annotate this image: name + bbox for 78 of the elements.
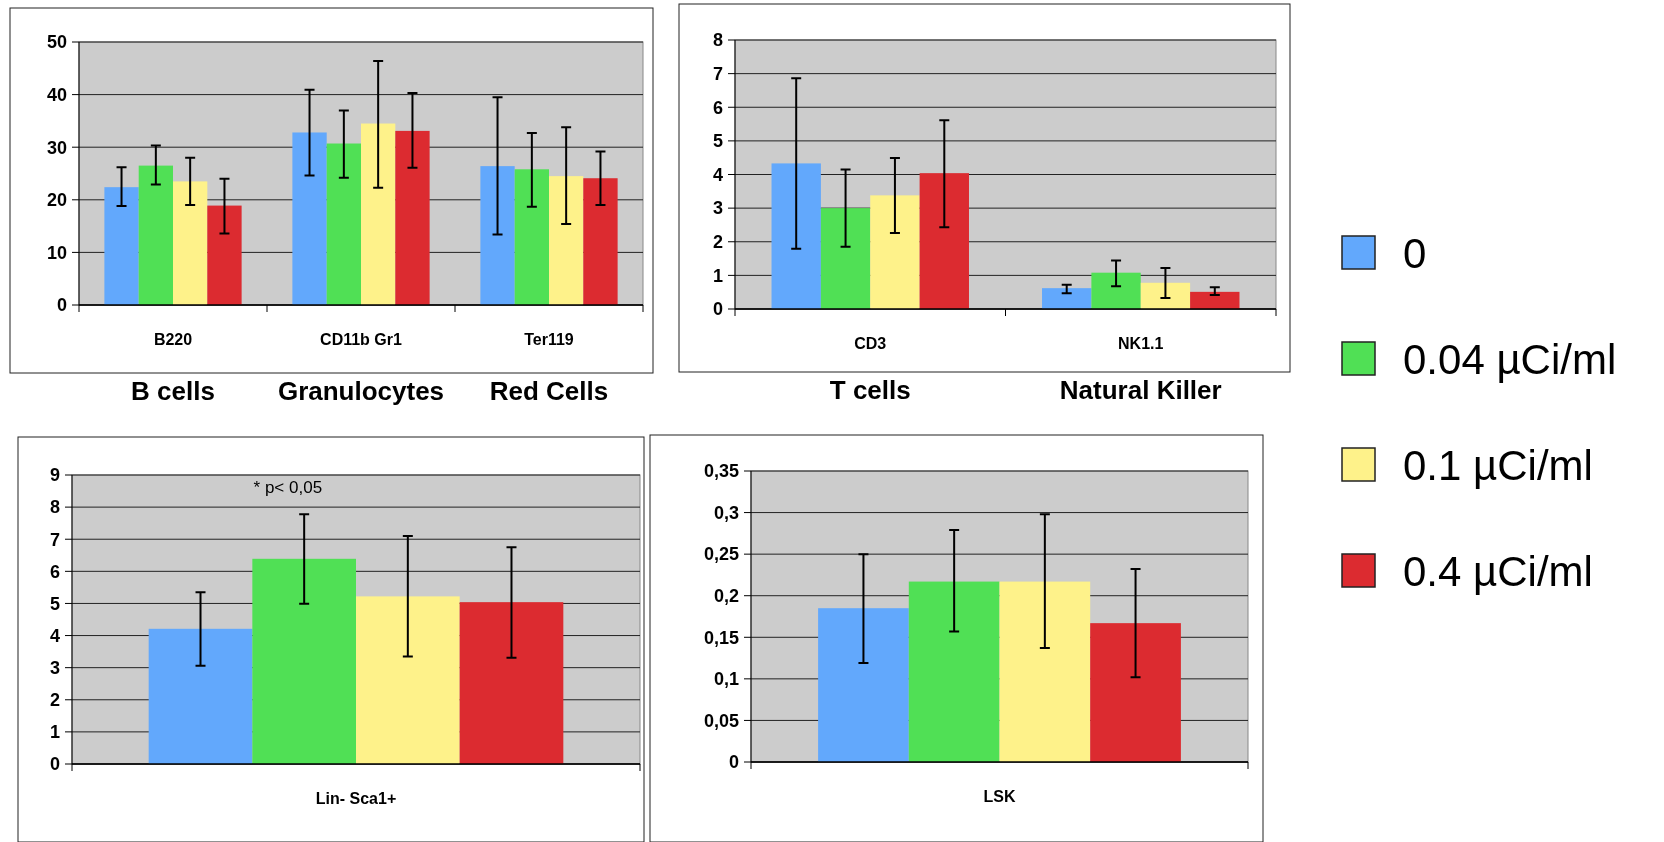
bar: [1042, 288, 1092, 309]
y-tick-label: 1: [49, 722, 60, 743]
bar: [1090, 623, 1181, 762]
bar: [459, 602, 564, 764]
y-tick-label: 0: [712, 299, 723, 320]
y-tick-label: 0,35: [703, 461, 739, 482]
legend-label: 0.04 µCi/ml: [1403, 336, 1617, 384]
y-tick-label: 40: [46, 84, 67, 105]
bar: [480, 166, 515, 305]
x-tick-label: Lin- Sca1+: [315, 790, 397, 807]
y-tick-label: 0,1: [713, 669, 739, 690]
bar: [326, 143, 361, 305]
x-tick-label: LSK: [983, 788, 1016, 805]
bar: [1091, 272, 1141, 309]
bar: [356, 596, 460, 764]
text: B cells: [131, 376, 215, 407]
y-tick-label: 6: [49, 561, 60, 582]
text: Natural Killer: [1059, 375, 1222, 406]
bar: [173, 181, 208, 305]
text: Granulocytes: [277, 376, 445, 407]
bar: [771, 163, 821, 309]
x-tick-label: NK1.1: [1118, 335, 1164, 352]
x-tick-label: CD11b Gr1: [320, 331, 403, 348]
text: T cells: [829, 375, 911, 406]
y-tick-label: 3: [712, 198, 723, 219]
bar: [908, 581, 1000, 762]
bar: [395, 130, 430, 305]
y-tick-label: 9: [49, 465, 60, 486]
y-tick-label: 5: [712, 131, 723, 152]
y-tick-label: 0: [56, 295, 67, 316]
y-tick-label: 30: [46, 137, 67, 158]
y-tick-label: 4: [49, 625, 60, 646]
bar: [1140, 282, 1191, 309]
legend-label: 0: [1403, 230, 1427, 278]
y-tick-label: 4: [712, 164, 723, 185]
y-tick-label: 0,15: [703, 627, 739, 648]
x-tick-label: B220: [153, 331, 193, 348]
y-tick-label: 8: [712, 30, 723, 51]
y-tick-label: 7: [712, 63, 723, 84]
y-tick-label: 0,05: [703, 710, 739, 731]
y-tick-label: 50: [46, 32, 67, 53]
bar: [138, 165, 173, 305]
bar: [292, 132, 327, 305]
text: Red Cells: [489, 376, 609, 407]
bar: [104, 187, 139, 305]
annotation: * p< 0,05: [253, 477, 323, 497]
y-tick-label: 0: [728, 752, 739, 773]
bar: [207, 205, 242, 305]
bar: [514, 169, 549, 305]
bar: [818, 608, 909, 762]
y-tick-label: 5: [49, 593, 60, 614]
bar: [583, 178, 618, 305]
bar: [820, 208, 871, 309]
y-tick-label: 0,25: [703, 544, 739, 565]
y-tick-label: 2: [712, 232, 723, 253]
y-tick-label: 7: [49, 529, 60, 550]
bar: [549, 176, 584, 305]
y-tick-label: 3: [49, 657, 60, 678]
y-tick-label: 0,3: [713, 502, 739, 523]
bar: [148, 628, 253, 764]
x-tick-label: CD3: [854, 335, 887, 352]
y-tick-label: 10: [46, 242, 67, 263]
bar: [361, 123, 396, 305]
bar: [1190, 291, 1240, 309]
y-tick-label: 2: [49, 690, 60, 711]
y-tick-label: 20: [46, 190, 67, 211]
bar: [870, 195, 920, 309]
bar: [919, 173, 969, 309]
bar: [999, 581, 1091, 762]
legend-label: 0.1 µCi/ml: [1403, 442, 1593, 490]
y-tick-label: 0: [49, 754, 60, 775]
y-tick-label: 6: [712, 97, 723, 118]
legend-label: 0.4 µCi/ml: [1403, 548, 1593, 596]
x-tick-label: Ter119: [524, 331, 574, 348]
y-tick-label: 0,2: [713, 586, 739, 607]
bar: [252, 558, 356, 764]
y-tick-label: 8: [49, 497, 60, 518]
y-tick-label: 1: [712, 265, 723, 286]
